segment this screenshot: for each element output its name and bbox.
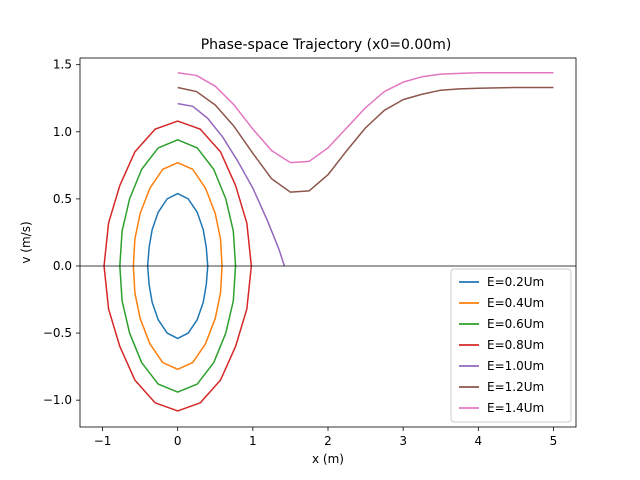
series-line-7 — [177, 72, 554, 164]
y-tick-label: 1.0 — [53, 125, 72, 139]
legend-entry: E=0.6Um — [487, 317, 544, 331]
legend-entry: E=1.0Um — [487, 359, 544, 373]
series-line-6 — [177, 86, 554, 193]
legend-entry: E=0.2Um — [487, 275, 544, 289]
series-line-3 — [119, 139, 237, 393]
x-tick-label: 0 — [174, 434, 182, 448]
y-axis: −1.0 −0.5 0.0 0.5 1.0 1.5 — [43, 58, 80, 407]
x-tick-label: 1 — [249, 434, 257, 448]
x-tick-label: 4 — [474, 434, 482, 448]
legend-entry: E=0.8Um — [487, 338, 544, 352]
series-line-5 — [177, 102, 286, 267]
y-tick-label: 1.5 — [53, 58, 72, 72]
legend-box — [450, 268, 572, 423]
y-tick-label: −0.5 — [43, 326, 72, 340]
y-tick-label: 0.0 — [53, 259, 72, 273]
x-tick-label: 2 — [324, 434, 332, 448]
legend: E=0.2Um E=0.4Um E=0.6Um E=0.8Um E=1.0Um E=1.2… — [450, 268, 572, 423]
y-axis-label: v (m/s) — [19, 221, 33, 263]
y-tick-label: −1.0 — [43, 393, 72, 407]
legend-entry: E=0.4Um — [487, 296, 544, 310]
x-tick-label: 5 — [550, 434, 558, 448]
x-axis-label: x (m) — [312, 452, 344, 466]
series-line-4 — [103, 120, 253, 412]
legend-entry: E=1.2Um — [487, 380, 544, 394]
x-tick-label: 3 — [399, 434, 407, 448]
legend-entry: E=1.4Um — [487, 401, 544, 415]
y-tick-label: 0.5 — [53, 192, 72, 206]
x-tick-label: −1 — [94, 434, 112, 448]
x-axis: −1 0 1 2 3 4 5 — [94, 427, 558, 448]
series-layer — [103, 72, 554, 412]
chart-title: Phase-space Trajectory (x0=0.00m) — [201, 37, 452, 53]
series-line-1 — [146, 192, 209, 340]
series-line-2 — [132, 161, 223, 371]
